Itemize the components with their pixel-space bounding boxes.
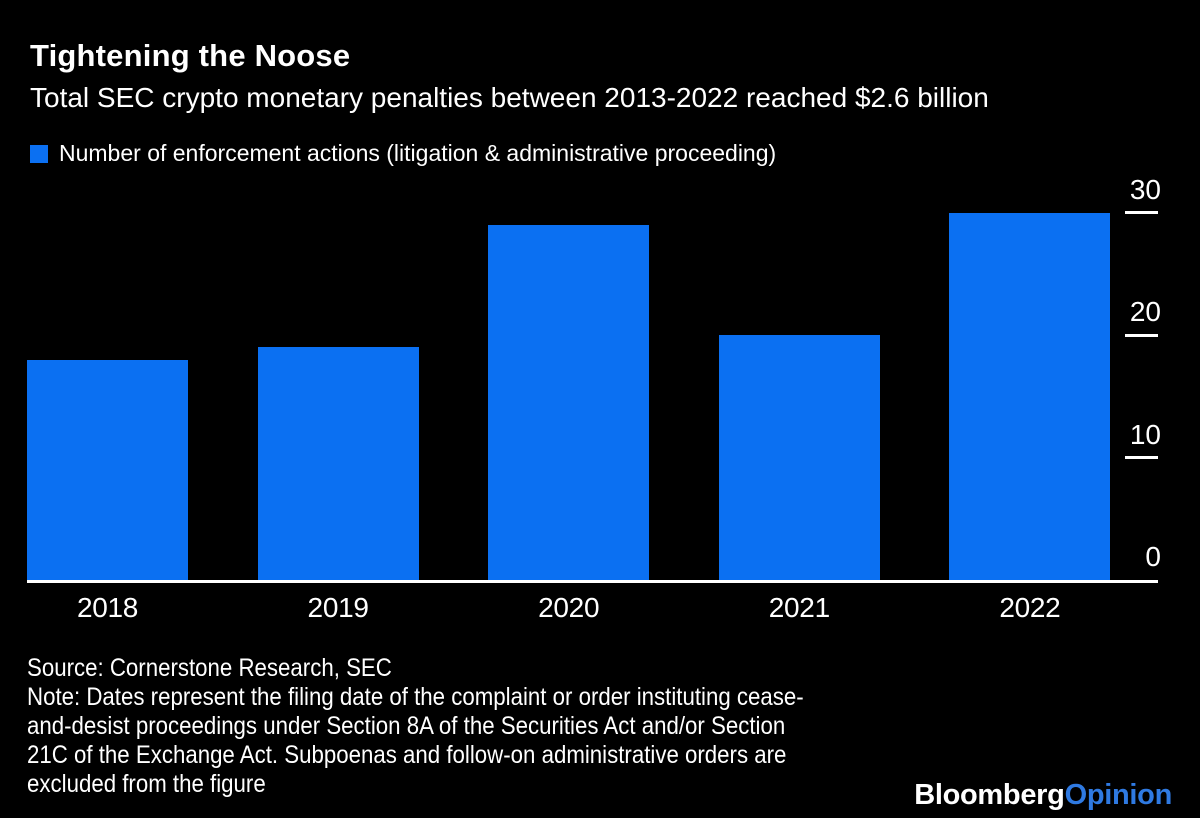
bar-2022 — [949, 212, 1111, 580]
note-line-3: 21C of the Exchange Act. Subpoenas and f… — [27, 741, 787, 769]
note-line-2: and-desist proceedings under Section 8A … — [27, 712, 786, 740]
source-line: Source: Cornerstone Research, SEC — [27, 654, 392, 682]
legend: Number of enforcement actions (litigatio… — [30, 140, 776, 167]
logo-bloomberg: Bloomberg — [914, 779, 1065, 811]
y-tick-dash-30 — [1125, 211, 1158, 214]
note-text: Note: Dates represent the filing date of… — [27, 683, 804, 799]
bar-2018 — [27, 359, 188, 580]
bar-2020 — [488, 224, 650, 580]
x-axis-label-2018: 2018 — [76, 592, 139, 623]
y-tick-dash-10 — [1125, 456, 1158, 459]
x-axis-label-2022: 2022 — [999, 592, 1061, 623]
y-tick-label-30: 30 — [1129, 173, 1161, 205]
chart-subtitle: Total SEC crypto monetary penalties betw… — [30, 82, 989, 113]
note-line-4: excluded from the figure — [27, 770, 266, 798]
x-axis-label-2020: 2020 — [538, 592, 600, 623]
y-tick-label-10: 10 — [1129, 418, 1161, 450]
note-line-1: Note: Dates represent the filing date of… — [27, 683, 804, 711]
bloomberg-opinion-logo: BloombergOpinion — [914, 779, 1172, 812]
x-axis-line — [27, 580, 1158, 583]
bar-2019 — [257, 347, 419, 580]
x-axis-label-2019: 2019 — [307, 592, 369, 623]
legend-swatch-icon — [30, 144, 48, 163]
y-tick-label-0: 0 — [1145, 541, 1161, 572]
y-tick-dash-20 — [1125, 333, 1158, 337]
logo-opinion: Opinion — [1064, 779, 1173, 811]
x-axis-label-2021: 2021 — [768, 592, 830, 623]
bar-2021 — [718, 335, 880, 580]
legend-label: Number of enforcement actions (litigatio… — [59, 140, 777, 166]
chart-title: Tightening the Noose — [30, 38, 351, 73]
footnote: Source: Cornerstone Research, SEC Note: … — [27, 654, 804, 799]
y-tick-label-20: 20 — [1129, 296, 1161, 327]
